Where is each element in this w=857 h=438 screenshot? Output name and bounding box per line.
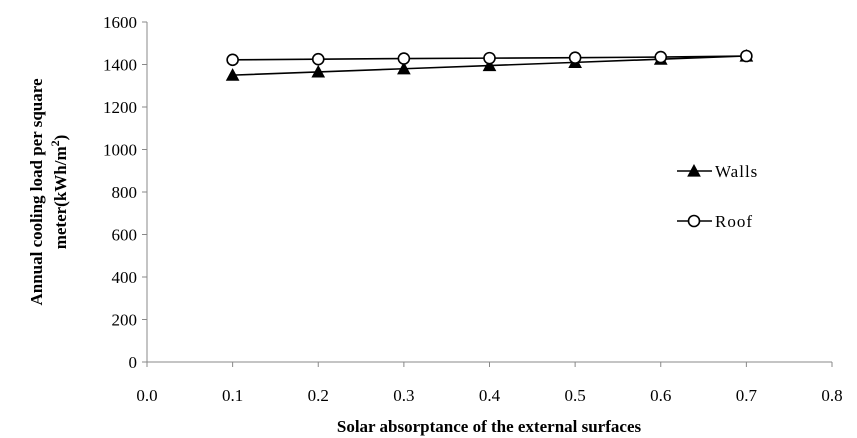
legend-label-roof: Roof: [715, 212, 753, 231]
data-point-roof: [654, 50, 668, 64]
axes: [142, 21, 833, 367]
x-tick-label: 0.3: [393, 386, 414, 405]
y-tick-label: 800: [112, 183, 138, 202]
data-point-roof: [483, 51, 496, 65]
tick-labels: 0 200 400 600 800 1000 1200 1400 1600 0.0 0.1 0.2 0.…: [103, 13, 843, 405]
y-axis-title-line2: meter(kWh/m2): [48, 135, 70, 250]
y-tick-label: 1600: [103, 13, 137, 32]
legend-item-roof: Roof: [677, 212, 753, 231]
x-tick-label: 0.4: [479, 386, 501, 405]
legend-item-walls: Walls: [677, 162, 758, 181]
legend-marker-walls: [687, 163, 701, 177]
legend-label-walls: Walls: [715, 162, 758, 181]
data-point-walls: [311, 64, 326, 78]
y-tick-label: 0: [129, 353, 138, 372]
y-axis-title-line1: Annual cooling load per square: [27, 78, 46, 305]
data-point-walls: [482, 58, 497, 72]
x-tick-label: 0.0: [136, 386, 157, 405]
data-point-walls: [225, 68, 240, 81]
y-tick-label: 400: [112, 268, 138, 287]
legend: Walls Roof: [677, 162, 758, 231]
x-tick-label: 0.7: [736, 386, 758, 405]
data-point-walls: [397, 61, 411, 75]
data-point-roof: [740, 49, 753, 63]
x-axis-title: Solar absorptance of the external surfac…: [337, 417, 642, 436]
y-tick-label: 200: [112, 311, 138, 330]
x-tick-label: 0.6: [650, 386, 671, 405]
x-tick-label: 0.5: [565, 386, 586, 405]
series-roof: [226, 49, 753, 67]
series-layer: [225, 48, 754, 81]
data-point-roof: [397, 52, 411, 65]
x-tick-label: 0.8: [821, 386, 842, 405]
y-tick-label: 1400: [103, 56, 137, 75]
legend-marker-roof: [687, 214, 701, 228]
y-tick-label: 1200: [103, 98, 137, 117]
data-point-roof: [568, 51, 582, 65]
y-tick-label: 1000: [103, 141, 137, 160]
y-axis-title: Annual cooling load per square meter(kWh…: [27, 78, 70, 305]
x-tick-label: 0.2: [308, 386, 329, 405]
data-point-roof: [226, 53, 239, 67]
x-tick-label: 0.1: [222, 386, 243, 405]
data-point-roof: [311, 52, 325, 66]
y-tick-label: 600: [112, 226, 138, 245]
